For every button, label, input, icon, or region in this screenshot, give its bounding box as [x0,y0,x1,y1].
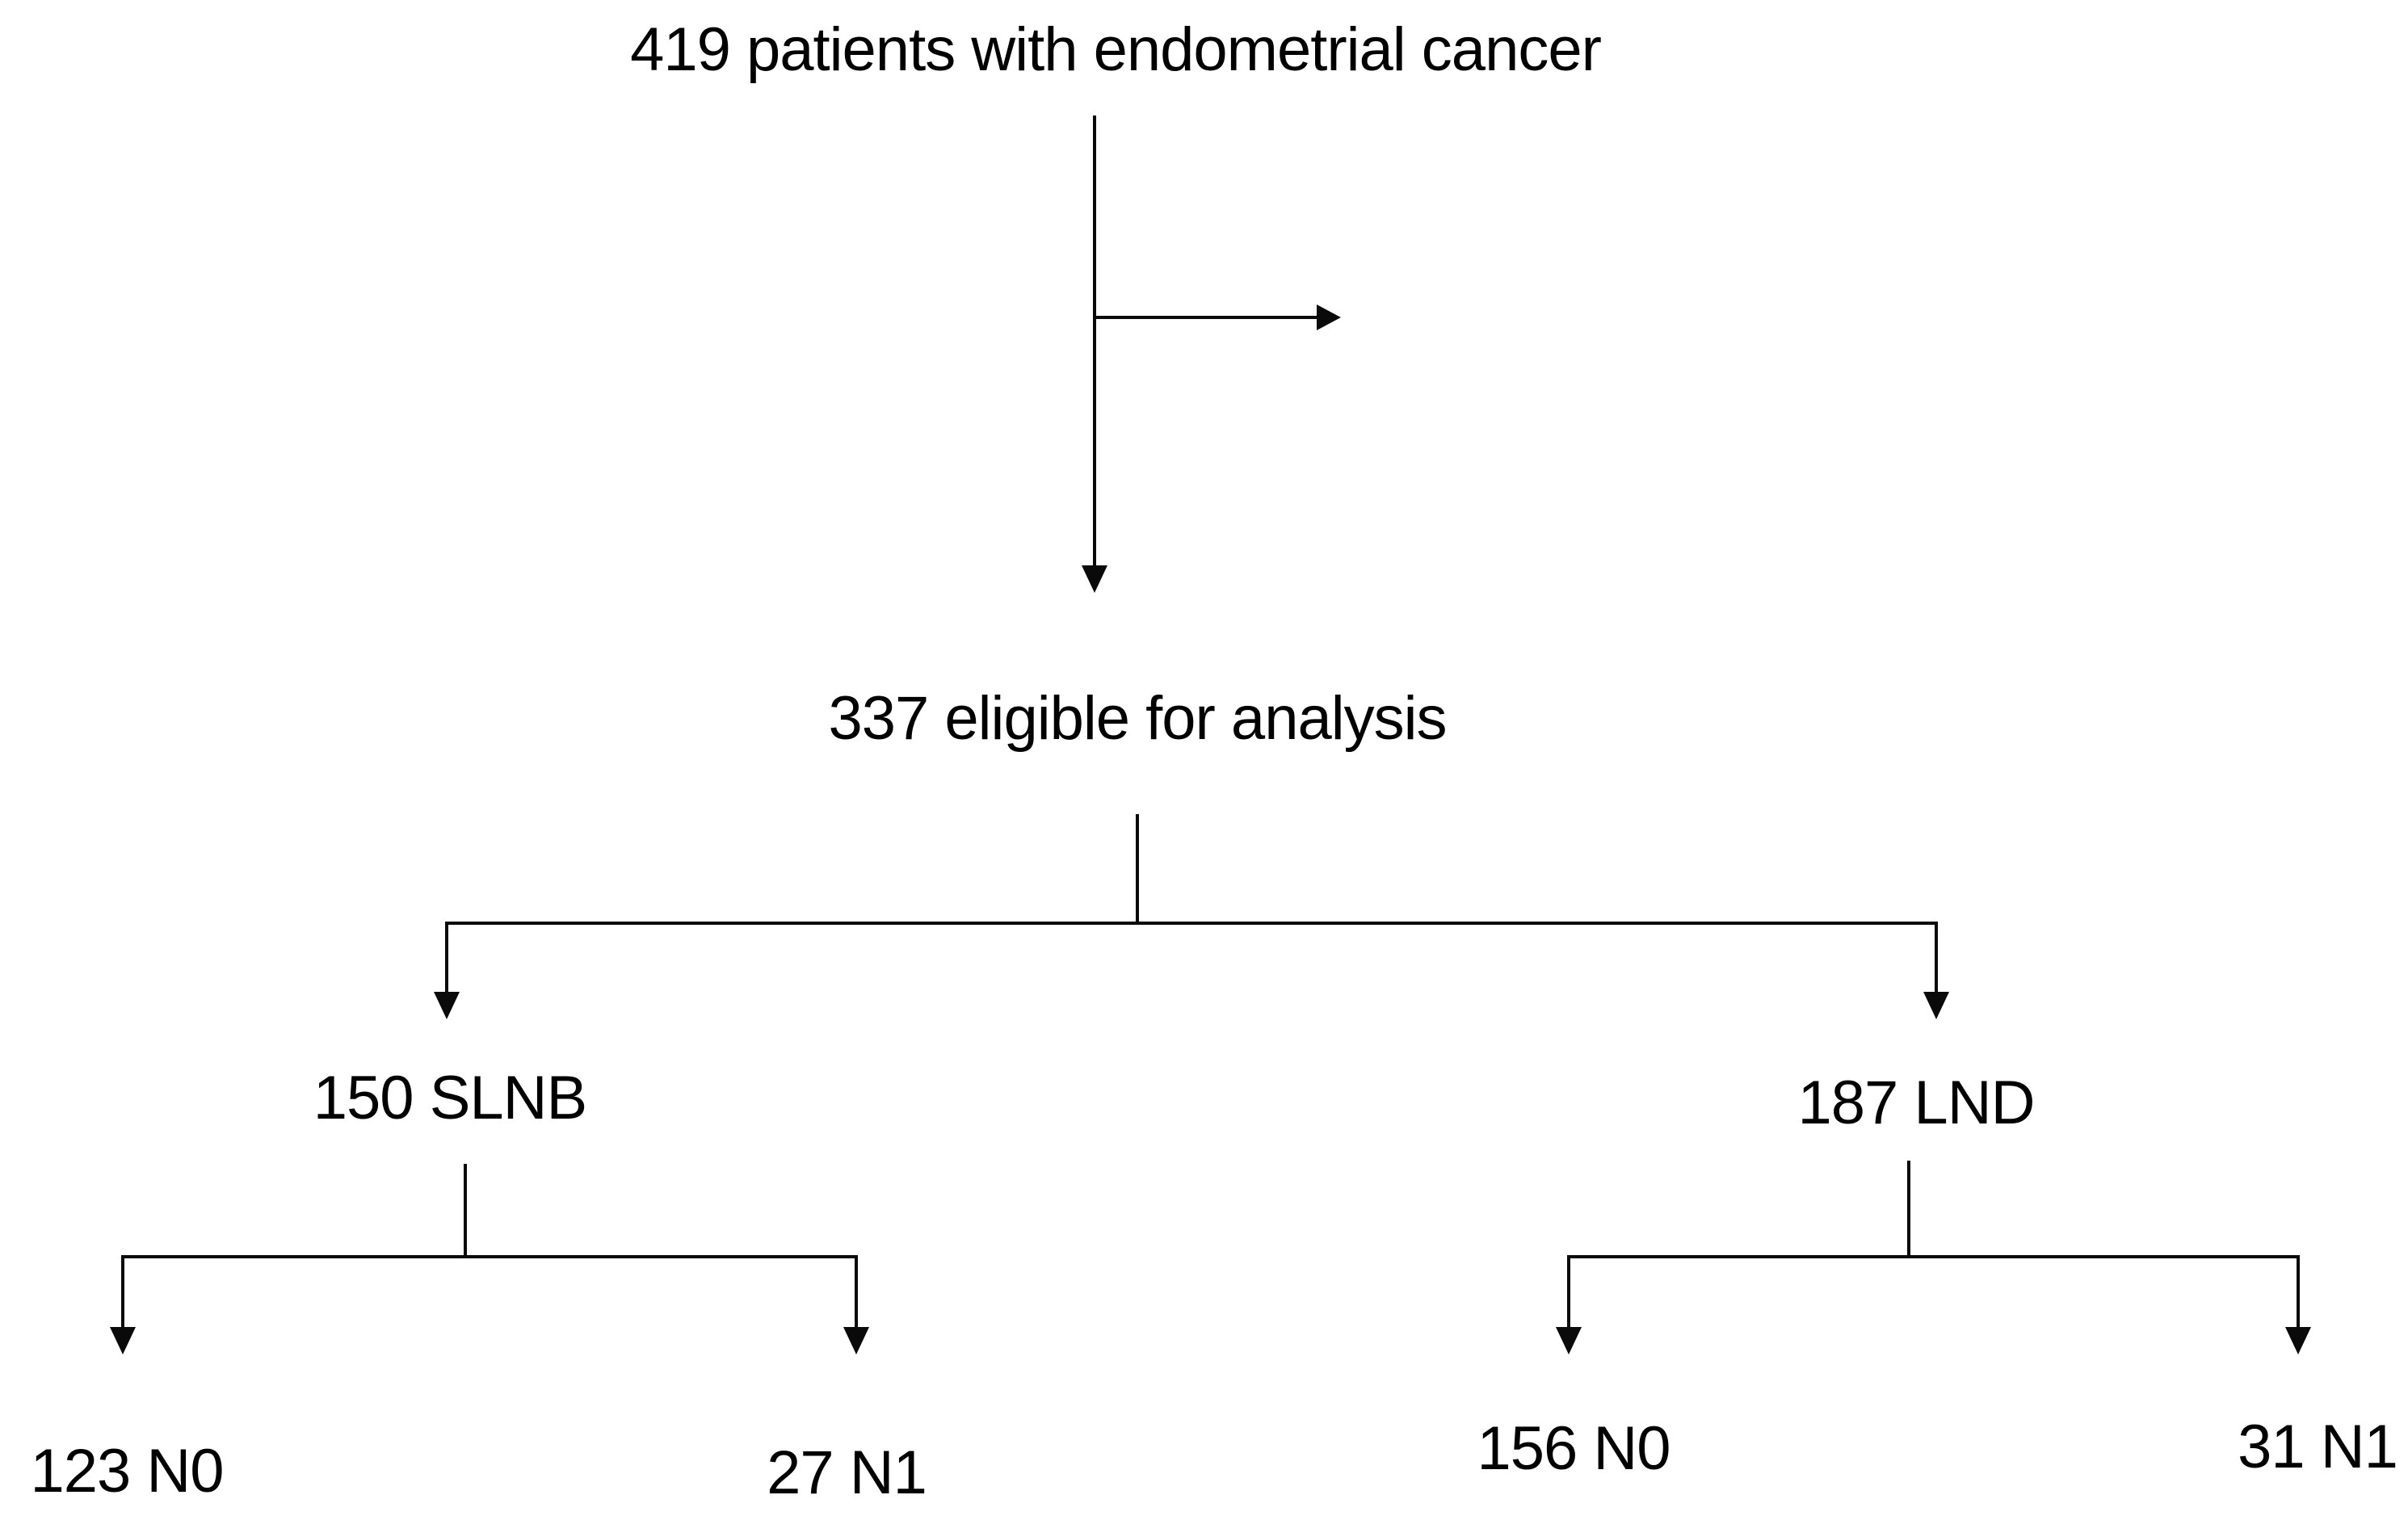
slnb-to-n1-arrowhead-icon [843,1327,869,1354]
slnb-n0-node-label: 123 N0 [30,1437,224,1506]
lnd-to-n0-arrowhead-icon [1556,1327,1582,1354]
slnb-to-n0-line [121,1255,124,1330]
group-split-line [445,922,1938,925]
slnb-stem-line [464,1164,467,1258]
split-to-slnb-line [445,922,448,995]
exclusion-branch-arrowhead-icon [1317,304,1341,330]
exclusion-branch-line [1095,316,1317,319]
eligible-stem-line [1136,814,1139,925]
lnd-to-n1-arrowhead-icon [2285,1327,2311,1354]
lnd-to-n1-line [2297,1255,2300,1330]
lnd-n0-node-label: 156 N0 [1477,1414,1670,1483]
slnb-to-n1-line [855,1255,858,1330]
lnd-node-label: 187 LND [1797,1069,2036,1137]
slnb-n1-node-label: 27 N1 [767,1438,927,1507]
slnb-split-line [121,1255,858,1258]
lnd-stem-line [1907,1161,1910,1258]
slnb-node-label: 150 SLNB [313,1064,587,1132]
split-to-lnd-line [1935,922,1938,995]
lnd-n1-node-label: 31 N1 [2238,1413,2398,1481]
lnd-to-n0-line [1567,1255,1570,1330]
root-to-eligible-line [1093,115,1096,568]
split-to-slnb-arrowhead-icon [434,992,460,1019]
split-to-lnd-arrowhead-icon [1923,992,1949,1019]
root-node-label: 419 patients with endometrial cancer [630,15,1602,84]
lnd-split-line [1567,1255,2300,1258]
eligible-node-label: 337 eligible for analysis [828,684,1447,753]
slnb-to-n0-arrowhead-icon [110,1327,136,1354]
root-to-eligible-arrowhead-icon [1082,565,1107,593]
